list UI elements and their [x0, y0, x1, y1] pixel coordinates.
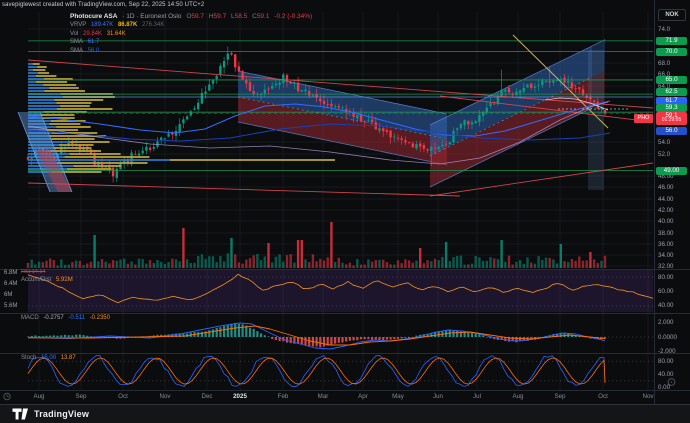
price-tick: 68.0 — [658, 59, 671, 67]
watermark: savepiglewest created with TradingView.c… — [2, 2, 205, 8]
price-level-badge: 71.9 — [656, 36, 687, 45]
symbol-price-tag: PHO — [634, 113, 653, 123]
time-axis[interactable]: Aug Sep Oct Nov Dec 2025 Feb Mar Apr May Jun Jul Aug… — [0, 390, 655, 404]
price-level-badge: 62.5 — [656, 88, 687, 97]
symbol-legend-row[interactable]: Photocure ASA · 1D · Euronext Oslo O59.7… — [70, 13, 315, 21]
time-label[interactable]: Dec — [201, 393, 213, 400]
price-axis[interactable]: 74.0 68.0 66.0 64.0 54.0 52.0 48.00 46.00 44.00 4… — [655, 0, 690, 404]
time-label[interactable]: Jul — [473, 393, 481, 400]
time-label[interactable]: Mar — [317, 393, 329, 400]
accum-dist-legend[interactable]: Accum/Dist 5.92M — [21, 276, 73, 283]
price-level-badge: 65.0 — [656, 75, 687, 84]
left-scale-tick: 5.6M — [4, 302, 18, 309]
symbol-title[interactable]: Photocure ASA — [70, 13, 118, 20]
sma2-legend[interactable]: SMA 56.0 — [70, 47, 100, 54]
ohlc-close: C59.1 — [252, 13, 270, 20]
indicator-tick: -2.000 — [658, 347, 676, 355]
indicator-tick: 40.00 — [658, 370, 674, 378]
price-tick: 64.0 — [658, 82, 671, 90]
price-change: -0.2 (-0.34%) — [274, 13, 313, 20]
price-tick: 32.00 — [658, 262, 674, 270]
indicator-tick: 80.00 — [658, 273, 674, 281]
price-tick: 44.00 — [658, 195, 674, 203]
left-scale-tick: 6M — [4, 291, 13, 298]
price-level-badge: 49.00 — [656, 166, 687, 175]
last-price-badge: 59.1 01:29:05 — [656, 111, 687, 126]
price-level-badge: 56.0 — [656, 126, 687, 135]
symbol-meta: · 1D · Euronext Oslo — [122, 13, 182, 20]
pane1-legend[interactable]: RSI 14 14 Accum/Dist 5.92M — [21, 269, 76, 284]
ohlc-open: O59.7 — [186, 13, 205, 20]
price-level-badge: 59.3 — [656, 104, 687, 113]
price-tick: 36.00 — [658, 240, 674, 248]
left-scale-tick: 6.4M — [4, 280, 18, 287]
footer-bar: TradingView — [0, 405, 690, 423]
time-label[interactable]: Sep — [554, 393, 566, 400]
indicator-tick: 2.000 — [658, 318, 674, 326]
currency-button[interactable]: NOK — [658, 9, 686, 21]
time-label[interactable]: Oct — [598, 393, 608, 400]
time-label[interactable]: 2025 — [233, 393, 247, 400]
indicator-tick: 0.0000 — [658, 333, 677, 341]
price-tick: 54.0 — [658, 138, 671, 146]
indicator-tick: 0.00 — [658, 383, 671, 391]
price-tick: 34.00 — [658, 251, 674, 259]
time-label[interactable]: Aug — [512, 393, 524, 400]
price-level-badge: 61.7 — [656, 96, 687, 105]
time-label[interactable]: Oct — [118, 393, 128, 400]
price-tick: 40.00 — [658, 217, 674, 225]
volume-legend[interactable]: Vol 29.84K 31.64K — [70, 30, 126, 37]
price-tick: 52.0 — [658, 150, 671, 158]
symbol-legend[interactable]: Photocure ASA · 1D · Euronext Oslo O59.7… — [70, 13, 315, 55]
rsi-legend[interactable]: RSI 14 14 — [21, 269, 46, 275]
stoch-legend[interactable]: Stoch 15.00 13.87 — [21, 355, 76, 361]
indicator-tick: 40.00 — [658, 301, 674, 309]
time-label[interactable]: Apr — [358, 393, 368, 400]
indicator-tick: 60.00 — [658, 287, 674, 295]
time-label[interactable]: Aug — [33, 393, 45, 400]
price-tick: 74.0 — [658, 25, 671, 33]
price-tick: 48.00 — [658, 172, 674, 180]
price-level-badge: 70.0 — [656, 47, 687, 56]
price-tick: 46.00 — [658, 183, 674, 191]
time-label[interactable]: Sep — [75, 393, 87, 400]
time-label[interactable]: May — [392, 393, 404, 400]
left-scale-tick: 6.8M — [4, 269, 18, 276]
ohlc-low: L58.5 — [231, 13, 248, 20]
vrvp-legend[interactable]: VRVP 189.47K 86.87K 276.34K — [70, 22, 165, 29]
scales-settings-icon[interactable] — [667, 378, 676, 386]
time-label[interactable]: Nov — [159, 393, 171, 400]
indicator-tick: 80.00 — [658, 357, 674, 365]
price-tick: 42.00 — [658, 206, 674, 214]
price-tick: 66.0 — [658, 70, 671, 78]
sma1-legend[interactable]: SMA 61.7 — [70, 39, 100, 46]
tradingview-logo-icon[interactable] — [12, 408, 29, 420]
time-label[interactable]: Nov — [642, 393, 654, 400]
macd-legend[interactable]: MACD -0.2757 -0.511 -0.2350 — [21, 315, 110, 321]
price-tick: 38.00 — [658, 229, 674, 237]
time-label[interactable]: Feb — [277, 393, 289, 400]
ohlc-high: H59.7 — [208, 13, 227, 20]
time-label[interactable]: Jun — [433, 393, 443, 400]
clock-icon[interactable] — [3, 392, 11, 401]
tradingview-brand[interactable]: TradingView — [34, 409, 90, 419]
left-axis: 6.8M 6.4M 6M 5.6M — [0, 0, 28, 404]
